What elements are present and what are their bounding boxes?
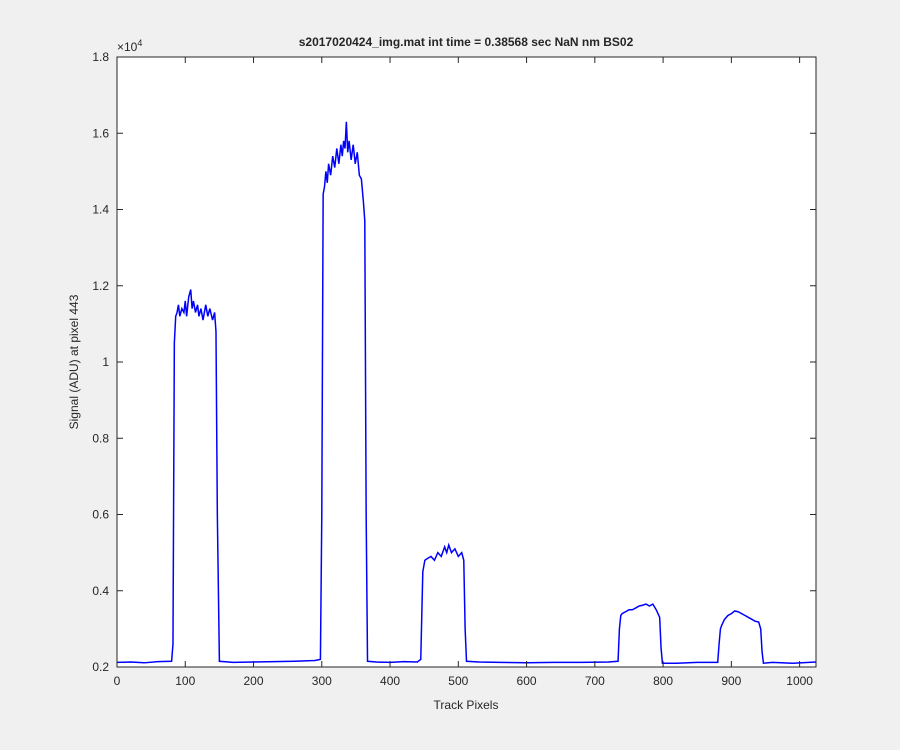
x-tick-label: 900 [721, 674, 741, 688]
y-multiplier-base: ×10 [117, 40, 138, 54]
x-tick-label: 0 [114, 674, 121, 688]
x-tick-label: 400 [380, 674, 400, 688]
x-tick-label: 800 [653, 674, 673, 688]
y-tick-label: 1 [102, 355, 109, 369]
y-multiplier: ×104 [117, 38, 142, 54]
x-tick-label: 700 [585, 674, 605, 688]
data-line [117, 121, 816, 664]
x-tick-label: 600 [517, 674, 537, 688]
y-tick-label: 0.4 [92, 584, 109, 598]
y-tick-label: 1.2 [92, 279, 109, 293]
x-tick-label: 100 [175, 674, 195, 688]
y-tick-label: 0.2 [92, 660, 109, 674]
chart-title: s2017020424_img.mat int time = 0.38568 s… [299, 35, 634, 49]
x-tick-label: 500 [448, 674, 468, 688]
x-tick-label: 300 [312, 674, 332, 688]
y-tick-label: 0.8 [92, 431, 109, 445]
y-axis-label: Signal (ADU) at pixel 443 [67, 294, 81, 429]
x-tick-label: 200 [244, 674, 264, 688]
y-tick-label: 1.8 [92, 50, 109, 64]
y-tick-label: 1.4 [92, 203, 109, 217]
y-multiplier-exponent: 4 [137, 38, 142, 48]
x-axis-label: Track Pixels [434, 698, 499, 712]
x-tick-label: 1000 [786, 674, 813, 688]
axes-background [117, 57, 816, 667]
y-tick-label: 1.6 [92, 126, 109, 140]
y-tick-label: 0.6 [92, 508, 109, 522]
